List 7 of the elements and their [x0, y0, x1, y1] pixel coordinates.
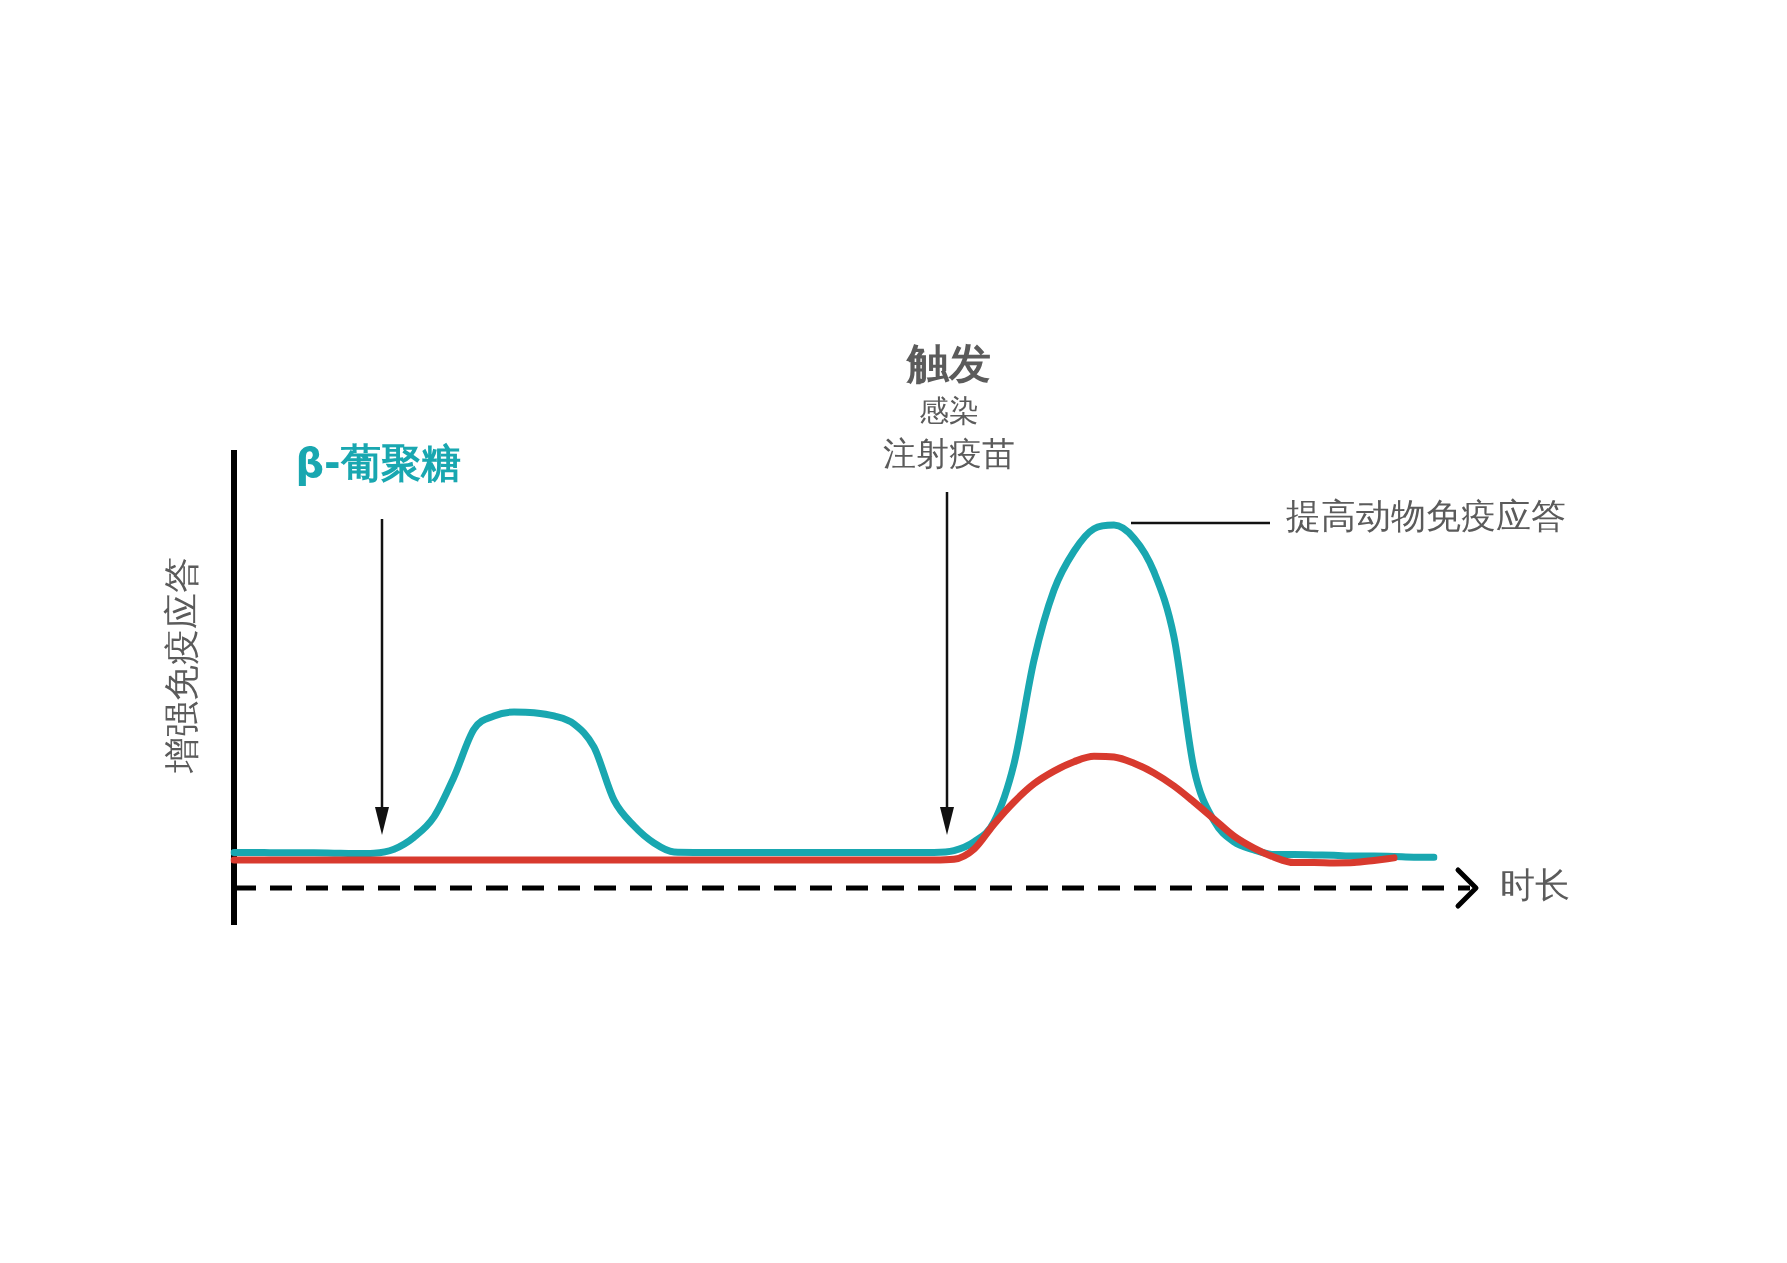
y-axis-title: 增强免疫应答	[161, 556, 203, 774]
text: β-葡聚糖	[295, 440, 461, 487]
annotation: 提高动物免疫应答	[1286, 496, 1566, 537]
x-axis-title: 时长	[1500, 865, 1570, 906]
text: 感染	[919, 392, 979, 428]
text: 触发	[906, 338, 991, 388]
text: 注射疫苗	[883, 433, 1015, 473]
